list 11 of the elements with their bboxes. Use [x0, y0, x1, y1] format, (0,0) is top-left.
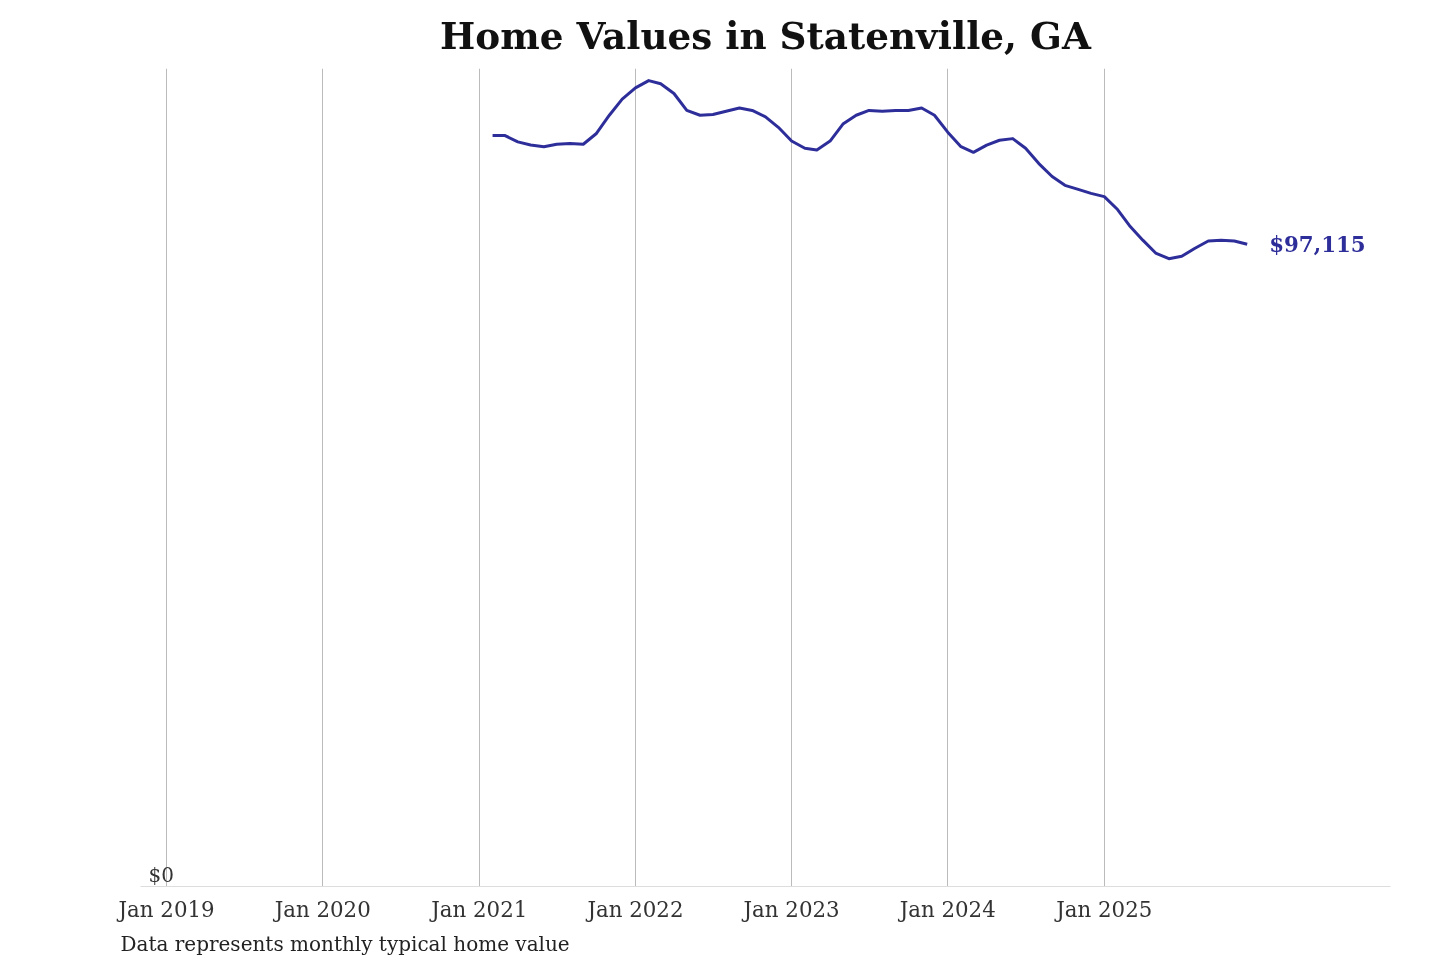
x-tick-label: Jan 2025 — [1054, 896, 1153, 922]
x-tick-label: Jan 2023 — [741, 896, 840, 922]
x-tick-label: Jan 2021 — [429, 896, 528, 922]
x-tick-label: Jan 2024 — [897, 896, 996, 922]
annotation: $97,115 — [1269, 231, 1366, 257]
x-tick-label: Jan 2020 — [272, 896, 371, 922]
text: Data represents monthly typical home value — [120, 931, 570, 956]
annotation: $0 — [148, 862, 174, 887]
x-tick-label: Jan 2019 — [116, 896, 215, 922]
x-tick-label: Jan 2022 — [585, 896, 684, 922]
chart-title: Home Values in Statenville, GA — [440, 13, 1092, 58]
